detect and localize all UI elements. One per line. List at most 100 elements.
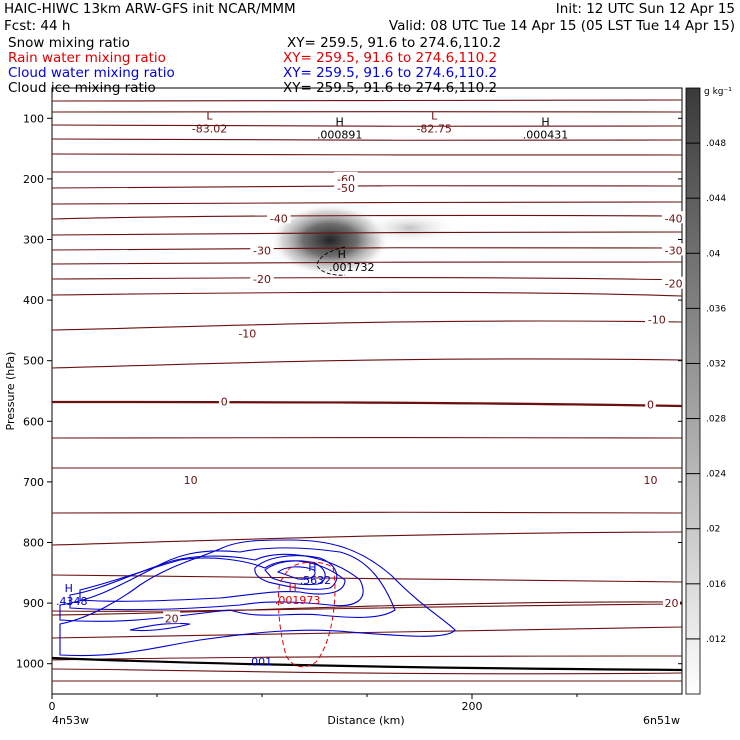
- header-title: HAIC-HIWC 13km ARW-GFS init NCAR/MMM: [4, 1, 296, 17]
- colorbar-unit: g kg⁻¹: [704, 87, 732, 97]
- header-init: Init: 12 UTC Sun 12 Apr 15: [556, 1, 735, 17]
- cloud-water-contour: [59, 539, 456, 657]
- temp-contour-line: [52, 214, 682, 220]
- temp-contour-zero: [52, 400, 682, 408]
- field-rain-xy: XY= 259.5, 91.6 to 274.6,110.2: [283, 50, 497, 66]
- temp-contour-line: [52, 511, 682, 514]
- temp-contour-line: [52, 668, 682, 675]
- cloud-water-max-value: .5632: [300, 574, 332, 587]
- temp-contour-line: [52, 603, 682, 612]
- temp-contour-label: 0: [647, 398, 654, 411]
- temp-label-bg: [661, 211, 686, 224]
- temp-contour-line: [52, 231, 682, 236]
- temp-contour-line: [52, 153, 682, 156]
- temperature-contours: [52, 99, 682, 682]
- temp-label-bg: [250, 243, 274, 256]
- header-valid: Valid: 08 UTC Tue 14 Apr 15 (05 LST Tue …: [389, 18, 735, 34]
- temp-contour-label: -40: [665, 212, 683, 225]
- y-tick-label: 900: [23, 597, 44, 610]
- temp-label-bg: [661, 276, 686, 289]
- temp-contour-line: [52, 601, 682, 616]
- colorbar: g kg⁻¹ .048 .044 .04 .036 .032 .028 .024 .02 .01…: [685, 87, 732, 695]
- temp-contour-line: [52, 655, 682, 661]
- temp-label-bg: [645, 397, 656, 410]
- temp-contour-line: [52, 124, 682, 127]
- temp-contour-line: [52, 291, 682, 297]
- temp-label-bg: [182, 473, 200, 486]
- y-tick-label: 300: [23, 234, 44, 247]
- temp-contour-label: -30: [665, 244, 683, 257]
- surface-line: [52, 656, 682, 672]
- x-tick-label: 200: [462, 700, 483, 713]
- temp-contour-label: -10: [648, 313, 666, 326]
- temp-contour-line: [52, 277, 682, 281]
- rain-water-max-type: H: [288, 581, 296, 594]
- field-cloudwater-xy: XY= 259.5, 91.6 to 274.6,110.2: [283, 65, 497, 81]
- temp-extremum-value: -83.02: [192, 122, 227, 135]
- header-fcst: Fcst: 44 h: [4, 18, 70, 34]
- y-axis-label: Pressure (hPa): [4, 352, 17, 431]
- field-rain-name: Rain water mixing ratio: [8, 50, 166, 66]
- cloud-water-contour: [129, 622, 191, 632]
- cloud-water-max-type: H: [308, 561, 316, 574]
- temp-contour-line: [52, 185, 682, 189]
- plot-frame: [51, 87, 683, 695]
- colorbar-tick-label: .024: [706, 470, 726, 480]
- temp-contour-label: -30: [253, 244, 271, 257]
- y-tick-label: 400: [23, 294, 44, 307]
- temp-extremum-value: .000891: [317, 128, 363, 141]
- y-tick-label: 600: [23, 415, 44, 428]
- cloud-ice-contour: [316, 246, 346, 276]
- rain-water-max-value: .001973: [275, 594, 321, 607]
- x-axis-label: Distance (km): [327, 714, 404, 727]
- temp-contour-line: [52, 261, 682, 265]
- temp-contour-line: [52, 99, 682, 102]
- temp-contour-line: [52, 358, 682, 369]
- temp-label-bg: [235, 326, 260, 339]
- temp-extremum-type: H: [541, 115, 549, 128]
- x-tick-label: 0: [49, 700, 56, 713]
- temp-label-bg: [250, 271, 274, 284]
- temp-label-bg: [642, 473, 659, 486]
- snow-shading-core: [270, 204, 390, 276]
- y-tick-label: 500: [23, 355, 44, 368]
- y-tick-label: 100: [23, 112, 44, 125]
- temp-contour-line: [52, 626, 682, 639]
- colorbar-ramp: [685, 87, 701, 695]
- cloud-ice-max-type: H: [338, 248, 346, 261]
- temp-label-bg: [645, 312, 669, 325]
- field-cloudwater-name: Cloud water mixing ratio: [8, 65, 175, 81]
- temp-extremum-type: L: [206, 109, 213, 122]
- temp-label-bg: [334, 180, 358, 193]
- cloud-water-contours: [59, 539, 456, 657]
- snow-shading-tail: [362, 212, 458, 244]
- cloud-water-contour: [254, 555, 338, 590]
- cloud-water-contour: [276, 566, 316, 580]
- cloud-water-label: .001: [248, 656, 273, 669]
- field-snow-xy: XY= 259.5, 91.6 to 274.6,110.2: [287, 35, 501, 51]
- temp-contour-label: 0: [221, 395, 228, 408]
- colorbar-tick-label: .028: [706, 415, 726, 425]
- cloud-ice-max-value: .001732: [329, 261, 375, 274]
- temp-extremum-type: L: [431, 109, 438, 122]
- temp-contour-label: -10: [238, 327, 256, 340]
- x-end-label-right: 6n51w: [643, 714, 680, 727]
- colorbar-tick-label: .012: [706, 635, 726, 645]
- colorbar-tick-label: .044: [706, 194, 726, 204]
- colorbar-tick-label: .048: [706, 139, 726, 149]
- cloud-water-contour: [79, 557, 346, 602]
- temp-contour-label: -20: [665, 278, 683, 291]
- cloud-water-max-type: H: [65, 582, 73, 595]
- x-end-label-left: 4n53w: [52, 714, 89, 727]
- temp-contour-label: -50: [337, 182, 355, 195]
- temp-label-bg: [334, 171, 358, 184]
- temp-contour-line: [52, 201, 682, 205]
- temp-contour-line: [52, 138, 682, 141]
- temp-contour-label: 20: [165, 612, 179, 625]
- cloud-water-max-value: .4348: [56, 595, 88, 608]
- colorbar-tick-label: .02: [706, 525, 720, 535]
- temp-label-bg: [163, 611, 181, 624]
- y-tick-label: 200: [23, 173, 44, 186]
